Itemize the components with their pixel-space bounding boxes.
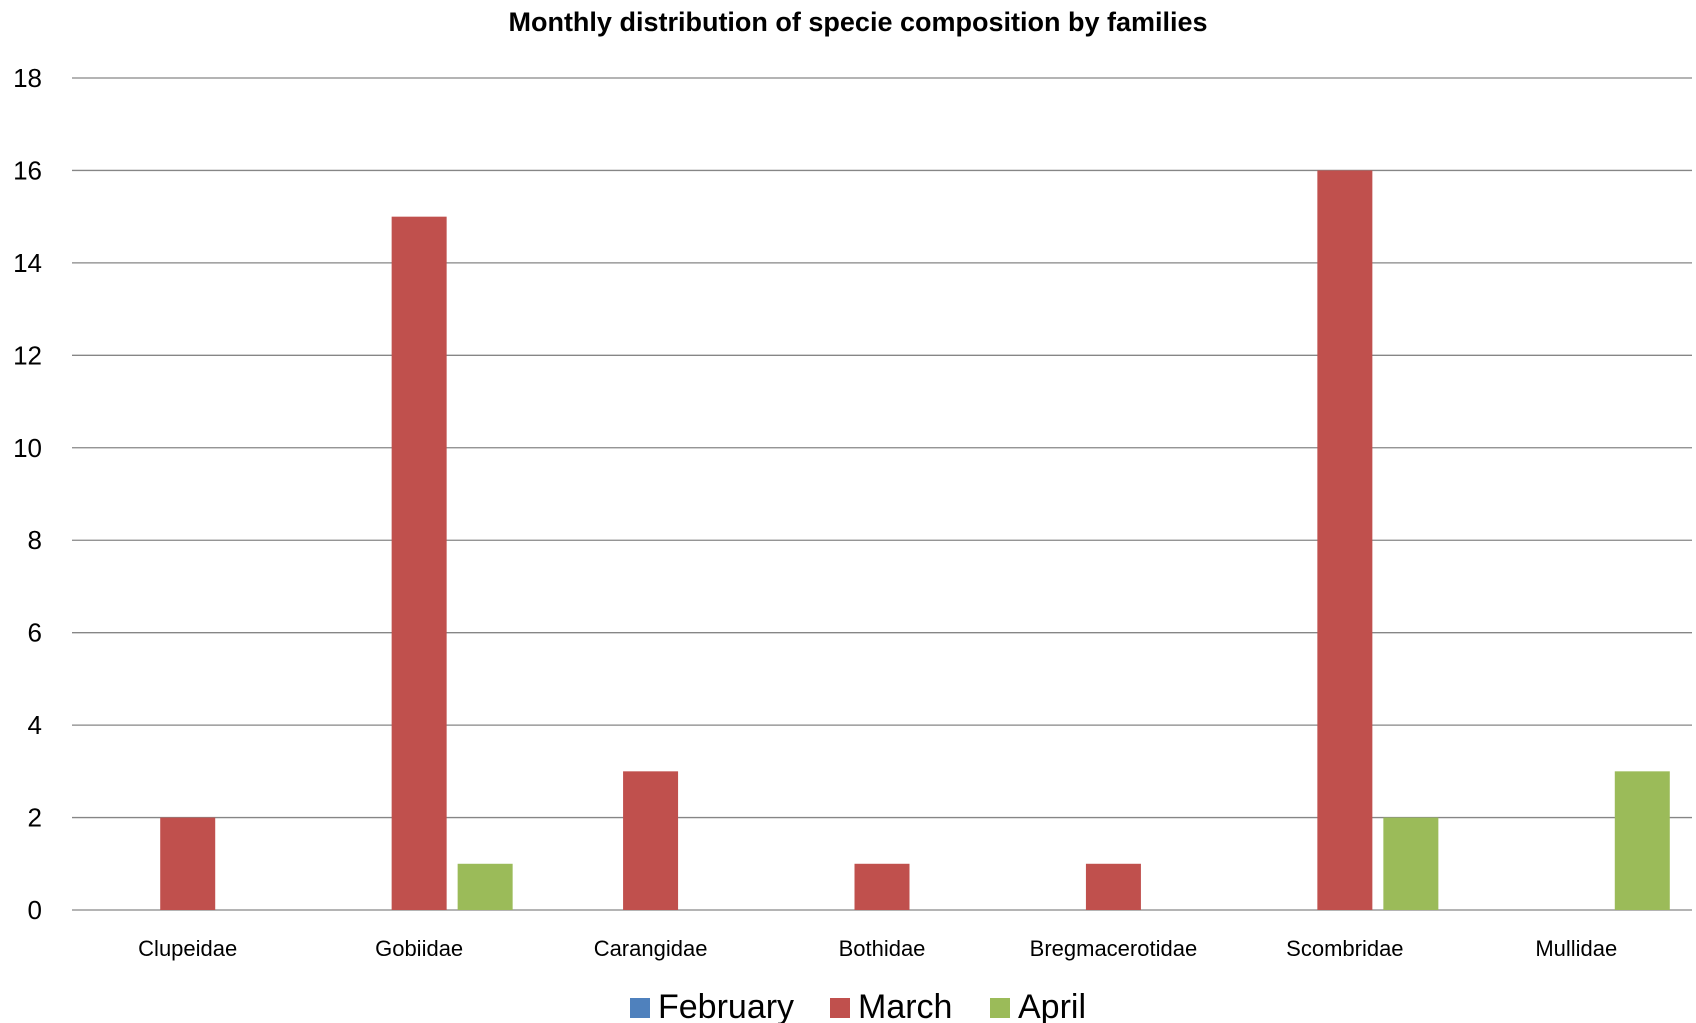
bar-april-gobiidae (457, 863, 513, 910)
bar-march-bregmacerotidae (1085, 863, 1141, 910)
legend-swatch-march (830, 998, 850, 1018)
legend-swatch-february (630, 998, 650, 1018)
bar-march-bothidae (854, 863, 910, 910)
y-tick-label: 12 (13, 340, 42, 370)
y-tick-label: 10 (13, 433, 42, 463)
y-tick-label: 4 (28, 710, 42, 740)
x-tick-label: Scombridae (1286, 936, 1403, 961)
bar-march-scombridae (1317, 170, 1373, 910)
bars (160, 170, 1670, 910)
x-tick-label: Bregmacerotidae (1030, 936, 1198, 961)
bar-march-carangidae (623, 771, 679, 910)
x-axis-ticks: Clupeidae Gobiidae Carangidae Bothidae Bregm… (138, 936, 1617, 961)
chart-title: Monthly distribution of specie compositi… (508, 7, 1207, 37)
y-tick-label: 16 (13, 155, 42, 185)
legend-label-february: February (658, 988, 794, 1023)
x-tick-label: Bothidae (839, 936, 926, 961)
x-tick-label: Mullidae (1535, 936, 1617, 961)
x-tick-label: Clupeidae (138, 936, 237, 961)
y-tick-label: 6 (28, 618, 42, 648)
legend-label-april: April (1018, 988, 1086, 1023)
bar-march-clupeidae (160, 817, 216, 910)
bar-april-scombridae (1383, 817, 1439, 910)
bar-march-gobiidae (391, 216, 447, 910)
gridlines (72, 77, 1692, 911)
y-tick-label: 8 (28, 525, 42, 555)
bar-april-mullidae (1614, 771, 1670, 910)
y-tick-label: 0 (28, 895, 42, 925)
x-tick-label: Gobiidae (375, 936, 463, 961)
y-tick-label: 14 (13, 248, 42, 278)
x-tick-label: Carangidae (594, 936, 708, 961)
legend: February March April (630, 988, 1086, 1023)
legend-label-march: March (858, 988, 952, 1023)
y-tick-label: 18 (13, 63, 42, 93)
legend-swatch-april (990, 998, 1010, 1018)
y-axis-ticks: 0 2 4 6 8 10 12 14 16 18 (13, 63, 42, 925)
y-tick-label: 2 (28, 803, 42, 833)
